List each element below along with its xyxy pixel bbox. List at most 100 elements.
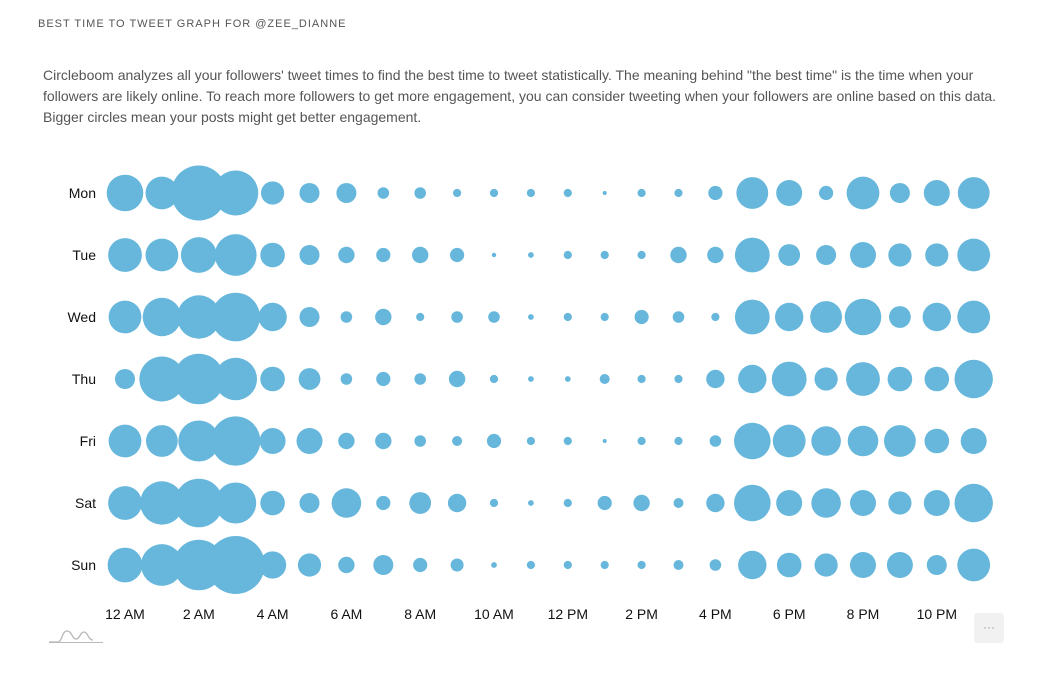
bubble-mon-12pm[interactable] [563, 188, 572, 198]
bubble-tue-5pm[interactable] [734, 237, 770, 273]
bubble-wed-8am[interactable] [416, 312, 425, 322]
bubble-mon-11am[interactable] [526, 188, 536, 198]
bubble-thu-5pm[interactable] [738, 364, 767, 394]
bubble-wed-2pm[interactable] [634, 309, 649, 325]
bubble-wed-9am[interactable] [451, 311, 463, 323]
bubble-sun-10am[interactable] [491, 562, 497, 568]
bubble-mon-2am[interactable] [171, 165, 227, 221]
bubble-fri-6am[interactable] [338, 432, 355, 450]
bubble-sat-5am[interactable] [299, 493, 320, 513]
bubble-mon-10pm[interactable] [923, 180, 950, 206]
bubble-sat-7am[interactable] [376, 495, 391, 511]
bubble-wed-8pm[interactable] [844, 298, 882, 336]
bubble-thu-1am[interactable] [139, 356, 185, 402]
bubble-wed-7pm[interactable] [810, 301, 842, 333]
bubble-tue-10pm[interactable] [925, 243, 949, 267]
bubble-fri-1am[interactable] [146, 425, 178, 457]
bubble-thu-12pm[interactable] [564, 376, 571, 382]
bubble-wed-5pm[interactable] [734, 299, 770, 335]
bubble-sat-10am[interactable] [489, 498, 499, 508]
bubble-tue-9am[interactable] [450, 247, 465, 263]
bubble-thu-4pm[interactable] [706, 369, 725, 389]
bubble-sat-4pm[interactable] [706, 493, 725, 513]
bubble-thu-5am[interactable] [298, 368, 321, 390]
bubble-sat-2am[interactable] [174, 478, 224, 528]
bubble-fri-3am[interactable] [211, 416, 261, 466]
bubble-sun-9pm[interactable] [886, 552, 913, 578]
bubble-fri-11pm[interactable] [960, 428, 987, 454]
bubble-thu-7am[interactable] [376, 371, 391, 387]
bubble-tue-3am[interactable] [214, 234, 257, 276]
bubble-thu-3pm[interactable] [674, 374, 683, 384]
bubble-sat-12pm[interactable] [563, 498, 572, 508]
bubble-sun-11am[interactable] [526, 560, 536, 570]
bubble-sun-7pm[interactable] [814, 553, 838, 577]
bubble-fri-2pm[interactable] [637, 436, 646, 446]
bubble-mon-9am[interactable] [453, 188, 462, 198]
bubble-fri-6pm[interactable] [772, 424, 806, 458]
bubble-fri-4am[interactable] [259, 428, 286, 454]
bubble-sat-11pm[interactable] [954, 483, 993, 523]
bubble-wed-4pm[interactable] [711, 312, 720, 322]
bubble-thu-4am[interactable] [260, 366, 285, 392]
bubble-sat-8pm[interactable] [850, 490, 876, 516]
bubble-thu-1pm[interactable] [599, 374, 610, 384]
bubble-mon-7pm[interactable] [819, 185, 834, 201]
bubble-sun-12pm[interactable] [563, 560, 572, 570]
bubble-mon-4am[interactable] [261, 181, 285, 205]
bubble-tue-11pm[interactable] [957, 238, 991, 272]
bubble-tue-2am[interactable] [180, 237, 217, 273]
bubble-sat-6pm[interactable] [776, 490, 803, 516]
bubble-sun-6am[interactable] [338, 556, 355, 574]
bubble-fri-8pm[interactable] [847, 425, 879, 457]
bubble-mon-5am[interactable] [299, 183, 320, 203]
bubble-sat-3pm[interactable] [673, 498, 684, 508]
bubble-sun-9am[interactable] [450, 558, 464, 572]
bubble-sat-1am[interactable] [140, 481, 184, 525]
bubble-thu-2pm[interactable] [637, 374, 646, 384]
bubble-sun-1pm[interactable] [600, 560, 609, 570]
bubble-sun-4pm[interactable] [709, 559, 722, 571]
bubble-thu-6am[interactable] [340, 373, 353, 385]
bubble-wed-1pm[interactable] [600, 312, 609, 322]
bubble-sat-1pm[interactable] [597, 495, 612, 511]
bubble-thu-7pm[interactable] [814, 367, 838, 391]
bubble-wed-3am[interactable] [211, 292, 260, 342]
bubble-sat-11am[interactable] [528, 500, 534, 506]
bubble-tue-1am[interactable] [145, 238, 179, 272]
bubble-tue-11am[interactable] [528, 252, 534, 258]
bubble-fri-9pm[interactable] [884, 425, 916, 457]
bubble-sun-3am[interactable] [206, 536, 265, 594]
bubble-wed-6pm[interactable] [775, 302, 804, 332]
bubble-fri-4pm[interactable] [709, 435, 722, 447]
bubble-sun-2pm[interactable] [637, 560, 646, 570]
bubble-sun-3pm[interactable] [673, 560, 684, 570]
bubble-fri-11am[interactable] [526, 436, 536, 446]
bubble-tue-2pm[interactable] [637, 250, 646, 260]
bubble-tue-8pm[interactable] [850, 242, 876, 268]
bubble-fri-9am[interactable] [452, 436, 463, 446]
bubble-sat-9am[interactable] [447, 493, 467, 513]
bubble-wed-5am[interactable] [299, 307, 320, 327]
bubble-mon-2pm[interactable] [637, 188, 646, 198]
bubble-thu-8am[interactable] [414, 373, 427, 385]
bubble-tue-1pm[interactable] [600, 250, 609, 260]
bubble-tue-6am[interactable] [338, 246, 355, 264]
bubble-fri-12pm[interactable] [563, 436, 572, 446]
bubble-sat-4am[interactable] [260, 490, 285, 516]
bubble-tue-10am[interactable] [491, 252, 497, 258]
bubble-mon-8pm[interactable] [846, 176, 880, 210]
bubble-mon-5pm[interactable] [736, 177, 769, 209]
bubble-mon-3am[interactable] [213, 170, 259, 216]
bubble-thu-10pm[interactable] [924, 366, 950, 392]
bubble-wed-12pm[interactable] [563, 312, 572, 322]
bubble-wed-6am[interactable] [340, 311, 353, 323]
bubble-sun-5am[interactable] [297, 553, 322, 577]
bubble-thu-6pm[interactable] [771, 361, 807, 397]
bubble-sat-5pm[interactable] [734, 484, 771, 522]
bubble-sun-5pm[interactable] [738, 550, 767, 580]
bubble-wed-1am[interactable] [142, 297, 182, 337]
bubble-fri-10am[interactable] [486, 433, 502, 449]
bubble-wed-10am[interactable] [488, 311, 500, 323]
bubble-tue-9pm[interactable] [888, 243, 912, 267]
